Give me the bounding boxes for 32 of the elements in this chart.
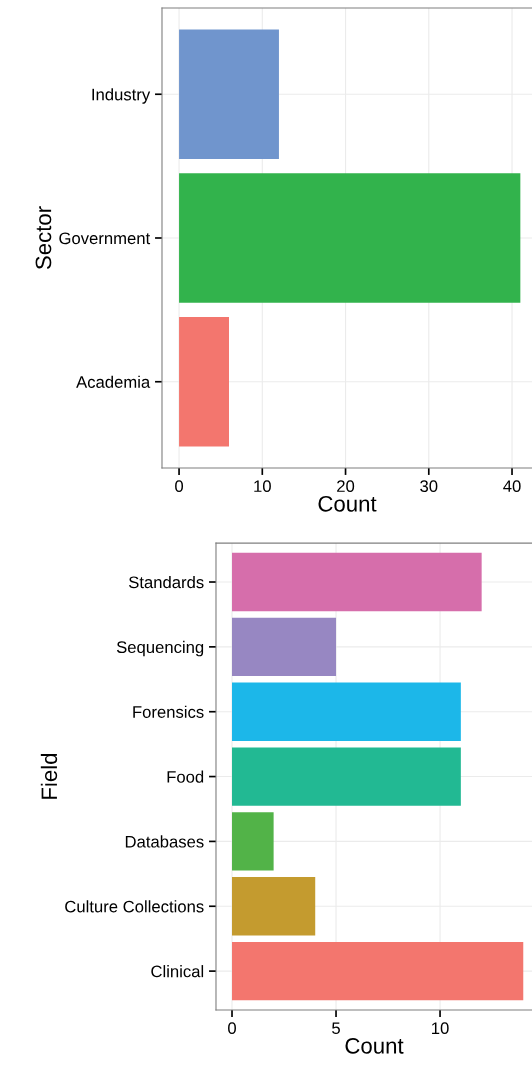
y-tick-label: Food <box>167 770 204 783</box>
bar <box>232 941 524 1001</box>
bar <box>232 617 337 677</box>
y-tick-label: Sequencing <box>116 640 204 657</box>
bar <box>179 173 521 303</box>
x-axis-title: Count <box>318 495 377 512</box>
y-tick-label: Academia <box>76 375 151 388</box>
y-tick-label: Databases <box>125 835 204 848</box>
bar <box>179 29 279 159</box>
x-tick-label: 0 <box>228 1022 236 1035</box>
bar <box>232 682 461 741</box>
x-tick-label: 5 <box>332 1022 340 1035</box>
bar <box>179 317 229 447</box>
bar <box>232 877 316 936</box>
x-tick-label: 40 <box>503 480 521 493</box>
x-tick-label: 0 <box>175 480 184 493</box>
y-tick-label: Standards <box>128 575 204 589</box>
y-tick-label: Government <box>59 232 151 245</box>
bar <box>232 812 274 871</box>
x-tick-label: 20 <box>337 480 355 493</box>
x-axis-title: Count <box>345 1037 404 1054</box>
x-tick-label: 10 <box>254 480 271 493</box>
y-tick-label: Culture Collections <box>65 900 204 913</box>
y-axis-title: Field <box>40 753 58 799</box>
y-tick-label: Industry <box>92 88 151 104</box>
y-tick-label: Forensics <box>133 705 204 718</box>
x-tick-label: 30 <box>420 480 438 493</box>
bar <box>232 747 461 806</box>
x-tick-label: 10 <box>432 1022 449 1035</box>
y-tick-label: Clinical <box>151 965 204 978</box>
bar <box>232 552 482 612</box>
y-axis-title: Sector <box>35 206 52 270</box>
